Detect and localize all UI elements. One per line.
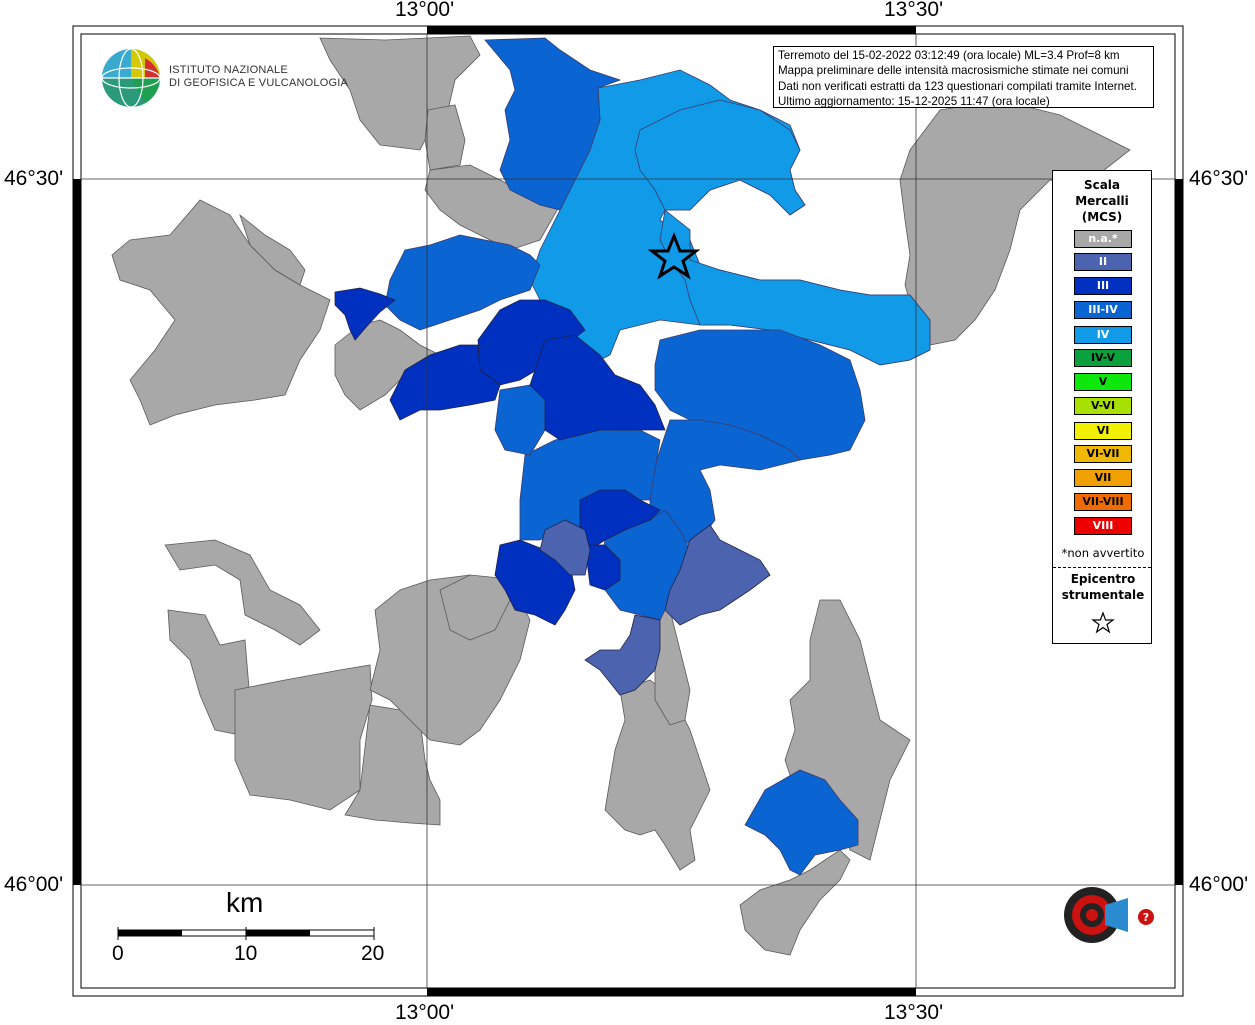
scale-bar: [117, 927, 375, 940]
legend-item-iv-v: IV-V: [1074, 349, 1132, 367]
frame-band-bottom: [427, 988, 916, 996]
legend-item-vi-vii: VI-VII: [1074, 445, 1132, 463]
intensity-iv: [529, 69, 931, 366]
legend-title-line-2: Mercalli: [1075, 194, 1129, 208]
event-info-line-1: Terremoto del 15-02-2022 03:12:49 (ora l…: [778, 49, 1120, 62]
legend-item-viii: VIII: [1074, 517, 1132, 535]
legend-title: Scala Mercalli (MCS): [1053, 177, 1151, 225]
lon-label-top-1300: 13°00': [395, 0, 455, 21]
frame-band-top: [427, 26, 916, 34]
scale-unit: km: [226, 887, 264, 918]
legend-star-icon: [1091, 611, 1115, 634]
lat-label-left-4600: 46°00': [4, 873, 64, 896]
frame-band-right: [1175, 179, 1183, 885]
lat-label-left-4630: 46°30': [4, 167, 64, 190]
frame-band-left: [73, 179, 81, 885]
event-info-line-4: Ultimo aggiornamento: 15-12-2025 11:47 (…: [778, 95, 1050, 109]
mcs-legend: Scala Mercalli (MCS) n.a.* II III III-IV…: [1052, 170, 1152, 644]
lon-label-bottom-1330: 13°30': [884, 1001, 944, 1024]
intensity-ii: [539, 519, 771, 696]
legend-note: *non avvertito: [1061, 546, 1145, 560]
institute-name: ISTITUTO NAZIONALE DI GEOFISICA E VULCAN…: [169, 64, 348, 90]
legend-item-v-vi: V-VI: [1074, 397, 1132, 415]
legend-item-iii: III: [1074, 277, 1132, 295]
legend-item-iii-iv: III-IV: [1074, 301, 1132, 319]
legend-item-vii-viii: VII-VIII: [1074, 493, 1132, 511]
legend-item-vi: VI: [1074, 422, 1132, 440]
intensity-iii-iv: [384, 37, 866, 876]
lat-label-right-4630: 46°30': [1189, 167, 1249, 190]
epicenter-star: [647, 231, 701, 280]
lon-label-bottom-1300: 13°00': [395, 1001, 455, 1024]
legend-epicenter-line-1: Epicentro: [1070, 572, 1136, 586]
legend-item-ii: II: [1074, 253, 1132, 271]
scale-tick-10: 10: [234, 942, 258, 965]
event-info-box: Terremoto del 15-02-2022 03:12:49 (ora l…: [773, 46, 1154, 108]
legend-item-v: V: [1074, 373, 1132, 391]
legend-item-iv: IV: [1074, 326, 1132, 344]
haisentito-logo: ?: [1064, 887, 1154, 943]
scale-tick-0: 0: [112, 942, 124, 965]
institute-line-2: DI GEOFISICA E VULCANOLOGIA: [169, 77, 348, 89]
event-info-line-3: Dati non verificati estratti da 123 ques…: [778, 79, 1137, 93]
intensity-iii: [334, 287, 666, 626]
legend-title-line-3: (MCS): [1081, 210, 1123, 224]
lon-label-top-1330: 13°30': [884, 0, 944, 21]
legend-epicenter-label: Epicentro strumentale: [1053, 571, 1153, 603]
ingv-globe-logo: [101, 48, 161, 108]
legend-item-na: n.a.*: [1074, 230, 1132, 248]
event-info-line-2: Mappa preliminare delle intensità macros…: [778, 64, 1129, 78]
legend-epicenter-line-2: strumentale: [1061, 588, 1145, 602]
na-municipalities: [111, 35, 1131, 956]
svg-text:?: ?: [1143, 911, 1149, 924]
legend-separator: [1053, 567, 1151, 568]
lat-label-right-4600: 46°00': [1189, 873, 1249, 896]
legend-title-line-1: Scala: [1083, 178, 1121, 192]
scale-tick-20: 20: [361, 942, 385, 965]
institute-line-1: ISTITUTO NAZIONALE: [169, 64, 288, 76]
legend-item-vii: VII: [1074, 469, 1132, 487]
